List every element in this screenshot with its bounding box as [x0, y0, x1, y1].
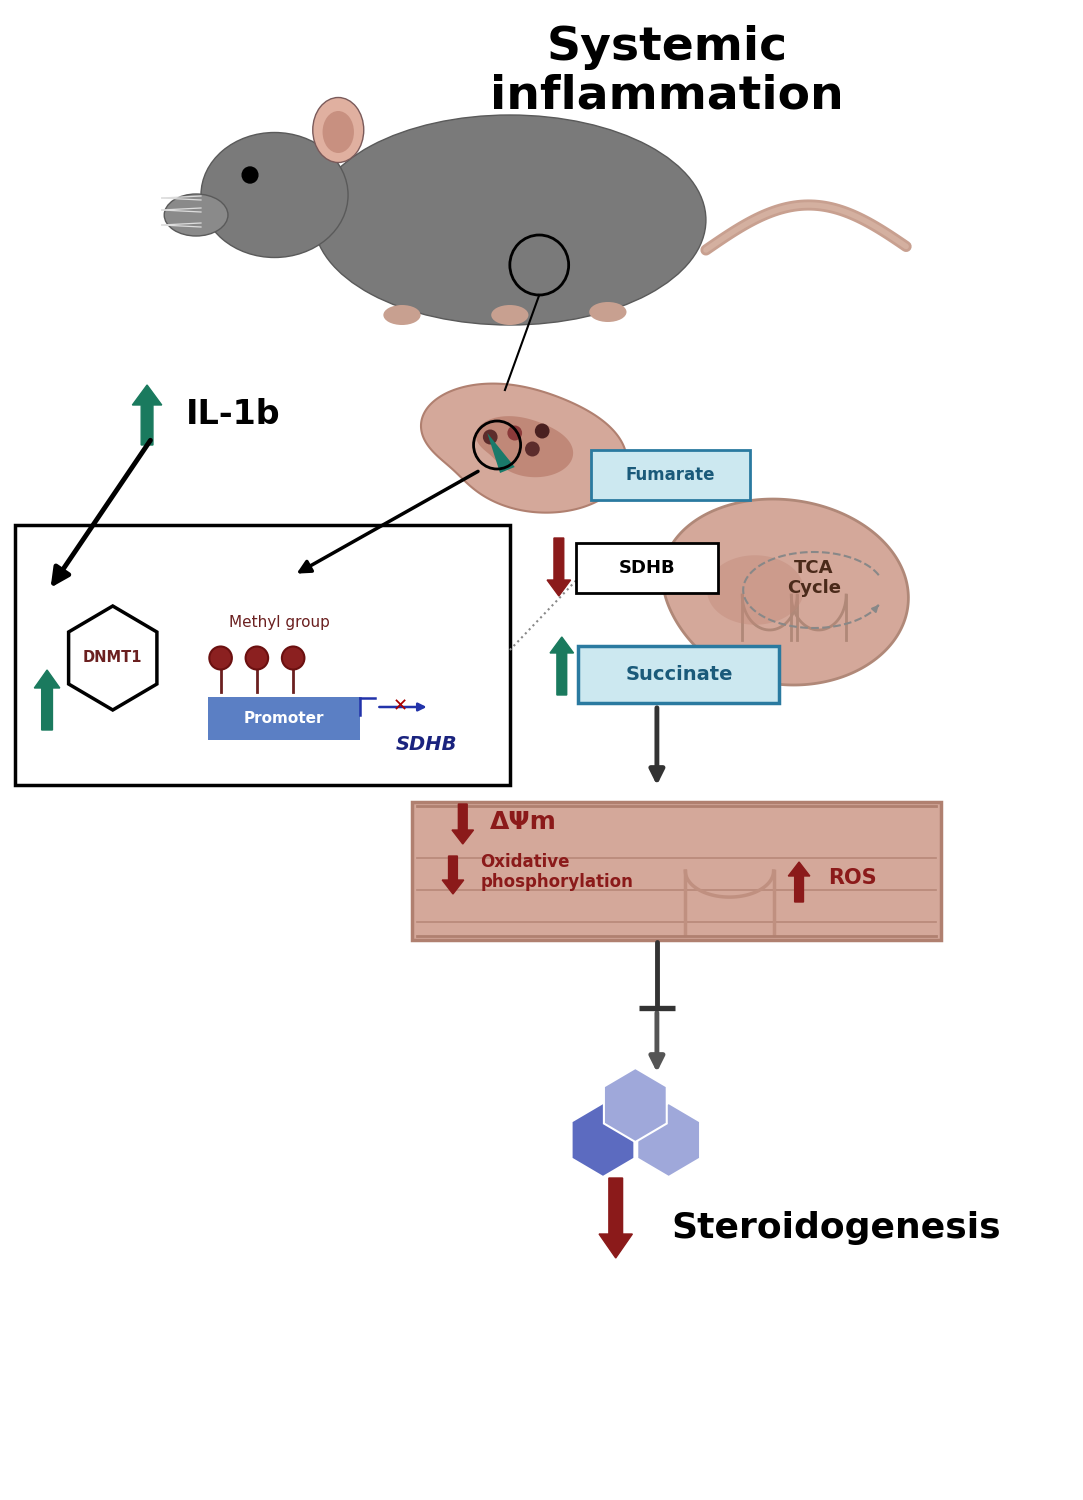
Polygon shape [35, 670, 60, 730]
Text: SDHB: SDHB [618, 560, 675, 578]
Circle shape [535, 423, 549, 438]
Circle shape [525, 441, 539, 456]
Text: Steroidogenesis: Steroidogenesis [671, 1210, 1001, 1245]
Polygon shape [599, 1178, 632, 1258]
Circle shape [243, 166, 258, 183]
Polygon shape [487, 433, 514, 472]
Text: Oxidative
phosphorylation: Oxidative phosphorylation [481, 853, 634, 891]
Text: ΔΨm: ΔΨm [491, 810, 557, 834]
Ellipse shape [492, 304, 529, 326]
Text: SDHB: SDHB [395, 735, 457, 754]
Polygon shape [707, 555, 804, 624]
Ellipse shape [383, 304, 420, 326]
Circle shape [483, 429, 497, 444]
Ellipse shape [201, 132, 348, 258]
Circle shape [507, 426, 522, 441]
Polygon shape [604, 1068, 667, 1142]
Polygon shape [442, 856, 464, 894]
Text: Systemic
inflammation: Systemic inflammation [490, 26, 844, 118]
Polygon shape [132, 386, 161, 446]
Circle shape [282, 646, 304, 669]
Ellipse shape [313, 98, 364, 162]
Polygon shape [550, 638, 574, 694]
Text: Fumarate: Fumarate [626, 466, 716, 484]
Polygon shape [452, 804, 473, 844]
FancyBboxPatch shape [15, 525, 510, 784]
Text: TCA
Cycle: TCA Cycle [786, 558, 840, 597]
Ellipse shape [165, 194, 227, 236]
Polygon shape [788, 862, 810, 901]
Polygon shape [421, 384, 627, 513]
Text: Methyl group: Methyl group [229, 615, 330, 630]
Polygon shape [663, 500, 909, 686]
Text: Promoter: Promoter [244, 711, 324, 726]
Circle shape [209, 646, 232, 669]
Text: ROS: ROS [828, 868, 877, 888]
FancyBboxPatch shape [412, 802, 941, 940]
Text: DNMT1: DNMT1 [83, 651, 143, 666]
Polygon shape [68, 606, 157, 709]
FancyBboxPatch shape [575, 543, 718, 592]
Polygon shape [547, 538, 571, 596]
Polygon shape [475, 416, 573, 477]
Text: ✕: ✕ [392, 698, 407, 715]
Circle shape [246, 646, 269, 669]
Ellipse shape [589, 302, 626, 322]
FancyBboxPatch shape [578, 646, 780, 704]
Polygon shape [572, 1102, 635, 1178]
Text: Succinate: Succinate [625, 664, 733, 684]
Polygon shape [637, 1102, 700, 1178]
Ellipse shape [323, 111, 354, 153]
Text: IL-1b: IL-1b [186, 399, 280, 432]
Ellipse shape [314, 116, 706, 326]
FancyBboxPatch shape [208, 698, 360, 740]
FancyBboxPatch shape [591, 450, 751, 500]
